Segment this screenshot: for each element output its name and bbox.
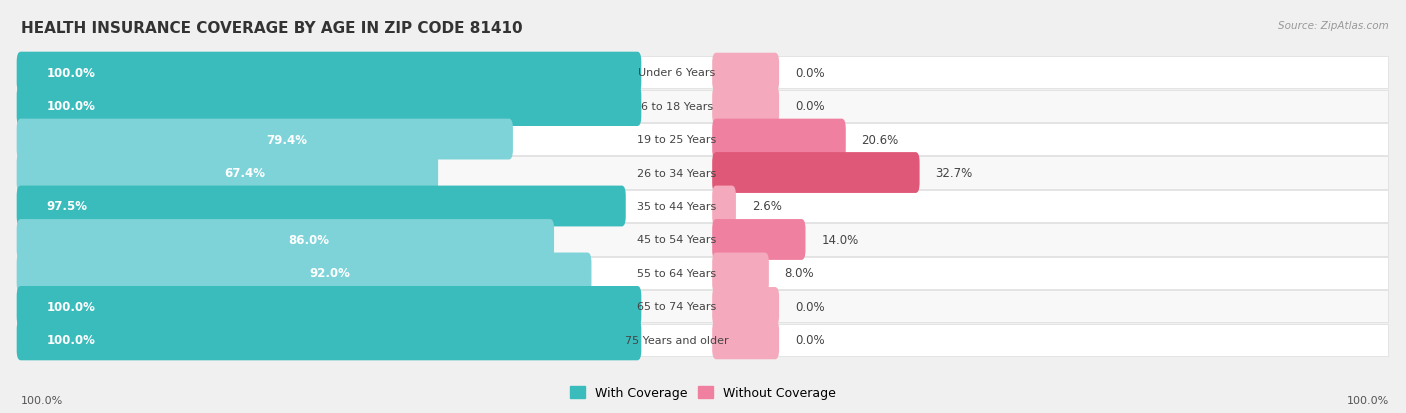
FancyBboxPatch shape: [713, 253, 769, 294]
Text: 100.0%: 100.0%: [1347, 395, 1389, 405]
FancyBboxPatch shape: [17, 320, 641, 361]
Text: 0.0%: 0.0%: [794, 334, 824, 347]
Text: 6 to 18 Years: 6 to 18 Years: [641, 101, 713, 112]
FancyBboxPatch shape: [17, 286, 641, 327]
Text: 35 to 44 Years: 35 to 44 Years: [637, 202, 717, 211]
FancyBboxPatch shape: [713, 153, 920, 193]
Text: 14.0%: 14.0%: [821, 233, 859, 247]
FancyBboxPatch shape: [17, 153, 439, 193]
Text: 65 to 74 Years: 65 to 74 Years: [637, 301, 717, 312]
FancyBboxPatch shape: [713, 119, 846, 160]
FancyBboxPatch shape: [18, 190, 1388, 223]
FancyBboxPatch shape: [18, 157, 1388, 189]
FancyBboxPatch shape: [713, 220, 806, 260]
FancyBboxPatch shape: [713, 287, 779, 326]
Text: 100.0%: 100.0%: [46, 300, 96, 313]
Text: 86.0%: 86.0%: [288, 233, 329, 247]
Text: 45 to 54 Years: 45 to 54 Years: [637, 235, 717, 245]
Text: 75 Years and older: 75 Years and older: [624, 335, 728, 345]
Text: 26 to 34 Years: 26 to 34 Years: [637, 168, 717, 178]
Text: 100.0%: 100.0%: [46, 100, 96, 113]
Text: 100.0%: 100.0%: [46, 334, 96, 347]
Text: 0.0%: 0.0%: [794, 300, 824, 313]
FancyBboxPatch shape: [17, 253, 592, 294]
FancyBboxPatch shape: [18, 291, 1388, 323]
Legend: With Coverage, Without Coverage: With Coverage, Without Coverage: [565, 381, 841, 404]
Text: 79.4%: 79.4%: [266, 133, 307, 146]
FancyBboxPatch shape: [18, 257, 1388, 290]
Text: 100.0%: 100.0%: [21, 395, 63, 405]
Text: 32.7%: 32.7%: [935, 166, 973, 180]
FancyBboxPatch shape: [17, 52, 641, 93]
FancyBboxPatch shape: [713, 54, 779, 92]
FancyBboxPatch shape: [713, 321, 779, 359]
Text: Under 6 Years: Under 6 Years: [638, 68, 716, 78]
Text: 97.5%: 97.5%: [46, 200, 87, 213]
FancyBboxPatch shape: [18, 90, 1388, 122]
Text: 8.0%: 8.0%: [785, 267, 814, 280]
Text: 0.0%: 0.0%: [794, 66, 824, 79]
Text: 20.6%: 20.6%: [862, 133, 898, 146]
FancyBboxPatch shape: [17, 186, 626, 227]
FancyBboxPatch shape: [17, 119, 513, 160]
Text: 100.0%: 100.0%: [46, 66, 96, 79]
FancyBboxPatch shape: [18, 123, 1388, 156]
FancyBboxPatch shape: [713, 87, 779, 126]
Text: 0.0%: 0.0%: [794, 100, 824, 113]
FancyBboxPatch shape: [18, 57, 1388, 89]
FancyBboxPatch shape: [713, 186, 735, 227]
Text: 55 to 64 Years: 55 to 64 Years: [637, 268, 716, 278]
Text: 2.6%: 2.6%: [752, 200, 782, 213]
Text: 67.4%: 67.4%: [225, 166, 266, 180]
Text: 92.0%: 92.0%: [309, 267, 350, 280]
Text: HEALTH INSURANCE COVERAGE BY AGE IN ZIP CODE 81410: HEALTH INSURANCE COVERAGE BY AGE IN ZIP …: [21, 21, 523, 36]
FancyBboxPatch shape: [18, 324, 1388, 356]
Text: Source: ZipAtlas.com: Source: ZipAtlas.com: [1278, 21, 1389, 31]
Text: 19 to 25 Years: 19 to 25 Years: [637, 135, 717, 145]
FancyBboxPatch shape: [18, 224, 1388, 256]
FancyBboxPatch shape: [17, 220, 554, 260]
FancyBboxPatch shape: [17, 86, 641, 127]
